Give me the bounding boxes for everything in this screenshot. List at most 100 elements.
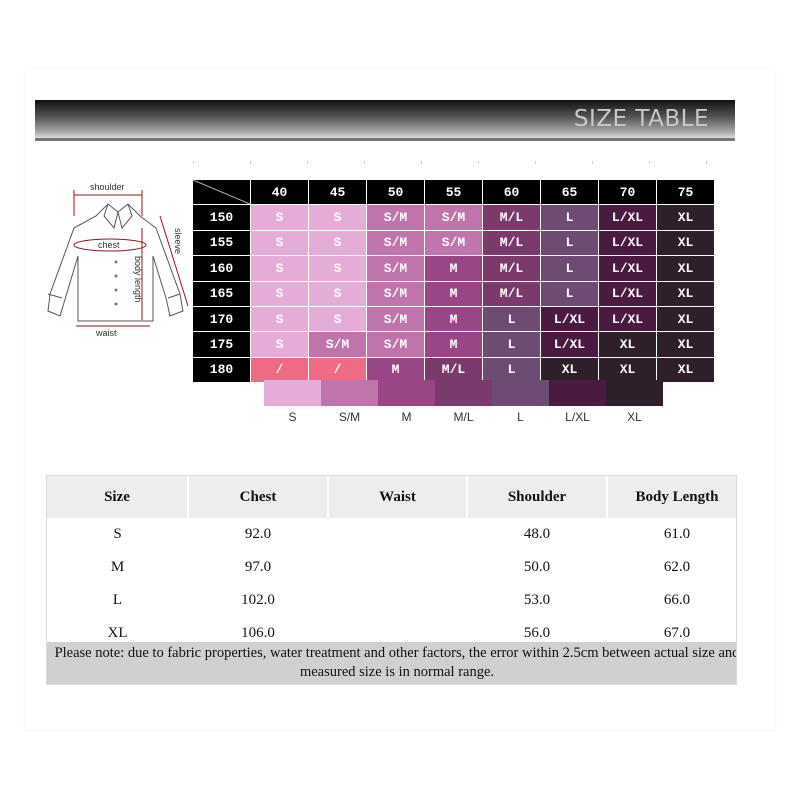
size-cell: L/XL — [541, 332, 598, 357]
tick-mark — [535, 161, 536, 164]
size-cell: L/XL — [599, 230, 656, 256]
corner-cell — [193, 180, 250, 205]
size-cell: L — [541, 205, 598, 230]
size-cell: S — [251, 205, 308, 230]
column-header: Chest — [188, 476, 329, 518]
table-cell: 97.0 — [244, 559, 272, 575]
legend-swatch — [321, 380, 378, 406]
size-cell: S — [251, 256, 308, 281]
legend-swatch — [264, 380, 321, 406]
size-cell: XL — [657, 357, 714, 383]
tick-mark — [193, 161, 194, 164]
disclaimer-note: Please note: due to fabric properties, w… — [47, 642, 736, 684]
size-cell: S/M — [425, 230, 482, 256]
size-cell: M — [425, 332, 482, 357]
column-header: 50 — [367, 180, 424, 205]
table-cell: 61.0 — [663, 526, 691, 542]
size-cell: M — [425, 281, 482, 306]
column-header: Waist — [328, 476, 468, 518]
table-cell — [328, 518, 467, 551]
table-row: M 97.0 50.0 62.0 — [47, 551, 736, 584]
chest-label: chest — [98, 240, 120, 250]
size-cell: L — [483, 306, 540, 332]
size-cell: S/M — [367, 281, 424, 306]
row-header: 160 — [193, 256, 250, 281]
sleeve-label: sleeve — [173, 228, 183, 254]
size-cell: S — [309, 306, 366, 332]
column-header: 55 — [425, 180, 482, 205]
column-header: 70 — [599, 180, 656, 205]
legend-swatch — [549, 380, 606, 406]
size-cell: L — [541, 256, 598, 281]
row-header: 165 — [193, 281, 250, 306]
size-cell: S/M — [367, 332, 424, 357]
legend-label: S/M — [338, 410, 361, 424]
size-cell: XL — [599, 332, 656, 357]
size-cell: XL — [657, 281, 714, 306]
tick-mark — [592, 161, 593, 164]
table-cell: 50.0 — [523, 559, 551, 575]
table-cell: 56.0 — [523, 625, 551, 641]
legend-label: L — [517, 410, 524, 424]
size-cell: S — [309, 230, 366, 256]
table-cell: 53.0 — [523, 592, 551, 608]
size-cell: L — [541, 281, 598, 306]
size-cell: S/M — [425, 205, 482, 230]
size-cell: L/XL — [599, 306, 656, 332]
table-cell: S — [113, 526, 122, 542]
size-cell: XL — [657, 332, 714, 357]
column-header: 45 — [309, 180, 366, 205]
shoulder-label: shoulder — [90, 182, 125, 192]
legend-swatch — [378, 380, 435, 406]
legend-label: S — [288, 410, 297, 424]
row-header: 150 — [193, 205, 250, 230]
tick-mark — [649, 161, 650, 164]
size-cell: L/XL — [599, 256, 656, 281]
size-cell: XL — [657, 256, 714, 281]
size-cell: S — [309, 256, 366, 281]
table-cell: XL — [107, 625, 128, 641]
size-cell: XL — [541, 357, 598, 383]
row-header: 155 — [193, 230, 250, 256]
column-header: Size — [47, 476, 189, 518]
tick-mark — [307, 161, 308, 164]
size-cell: M/L — [483, 205, 540, 230]
size-cell: S — [251, 230, 308, 256]
table-cell — [328, 551, 467, 584]
legend-swatch — [492, 380, 549, 406]
column-header: Shoulder — [467, 476, 608, 518]
legend-label: XL — [627, 410, 642, 424]
size-cell: / — [251, 357, 308, 383]
tick-mark — [364, 161, 365, 164]
table-cell: 102.0 — [241, 592, 275, 608]
legend-swatch — [606, 380, 663, 406]
size-cell: S/M — [367, 306, 424, 332]
row-header: 170 — [193, 306, 250, 332]
size-cell: S/M — [367, 205, 424, 230]
size-cell: S/M — [309, 332, 366, 357]
table-cell: 67.0 — [663, 625, 691, 641]
size-cell: S — [309, 281, 366, 306]
size-cell: M/L — [483, 256, 540, 281]
size-cell: XL — [657, 306, 714, 332]
table-cell — [328, 584, 467, 617]
size-cell: M — [425, 256, 482, 281]
legend-label: M — [401, 410, 412, 424]
size-cell: M/L — [425, 357, 482, 383]
table-header-row: Size Chest Waist Shoulder Body Length — [47, 476, 736, 518]
size-cell: L/XL — [599, 281, 656, 306]
size-cell: M/L — [483, 281, 540, 306]
column-header: 75 — [657, 180, 714, 205]
size-table-banner: SIZE TABLE — [35, 100, 735, 141]
size-cell: M/L — [483, 230, 540, 256]
table-cell: 66.0 — [663, 592, 691, 608]
tick-mark — [706, 161, 707, 164]
table-cell: 48.0 — [523, 526, 551, 542]
size-cell: L/XL — [541, 306, 598, 332]
size-cell: L/XL — [599, 205, 656, 230]
table-cell: 106.0 — [241, 625, 275, 641]
table-cell: M — [110, 559, 125, 575]
tick-mark — [478, 161, 479, 164]
table-cell: 62.0 — [663, 559, 691, 575]
legend-swatch — [435, 380, 492, 406]
